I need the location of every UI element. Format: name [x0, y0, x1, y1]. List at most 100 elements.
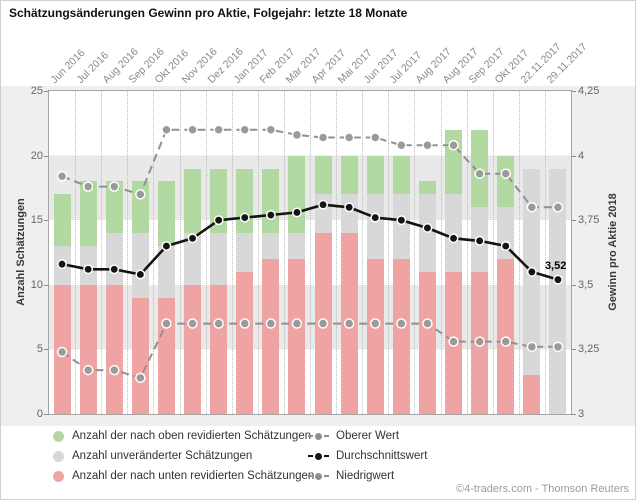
- point-durchschnittswert[interactable]: [448, 233, 459, 244]
- point-niedrigwert[interactable]: [370, 318, 381, 329]
- point-niedrigwert[interactable]: [500, 336, 511, 347]
- bar-segment-unchanged[interactable]: [549, 168, 567, 414]
- point-oberer-wert[interactable]: [291, 129, 303, 141]
- point-oberer-wert[interactable]: [82, 181, 94, 192]
- legend-item-unchanged[interactable]: Anzahl unveränderter Schätzungen: [53, 449, 252, 463]
- bar-segment-revised-up[interactable]: [184, 168, 202, 234]
- point-oberer-wert[interactable]: [317, 132, 329, 143]
- point-niedrigwert[interactable]: [109, 364, 120, 376]
- point-niedrigwert[interactable]: [82, 364, 94, 376]
- bar-segment-unchanged[interactable]: [105, 233, 123, 285]
- bar-segment-unchanged[interactable]: [210, 233, 228, 285]
- bar-segment-revised-up[interactable]: [497, 155, 515, 208]
- legend-item-durchschnittswert[interactable]: Durchschnittswert: [307, 449, 427, 463]
- bar-segment-unchanged[interactable]: [392, 194, 410, 259]
- legend-item-revised-down[interactable]: Anzahl der nach unten revidierten Schätz…: [53, 469, 314, 483]
- bar-segment-revised-down[interactable]: [131, 297, 149, 414]
- bar-segment-revised-up[interactable]: [340, 155, 358, 195]
- point-oberer-wert[interactable]: [396, 140, 407, 151]
- bar-segment-unchanged[interactable]: [366, 194, 384, 259]
- point-durchschnittswert[interactable]: [318, 199, 328, 210]
- bar-segment-unchanged[interactable]: [157, 246, 175, 298]
- bar-segment-unchanged[interactable]: [418, 194, 436, 272]
- bar-segment-revised-up[interactable]: [157, 181, 175, 247]
- point-durchschnittswert[interactable]: [265, 210, 276, 220]
- point-durchschnittswert[interactable]: [213, 215, 224, 226]
- point-durchschnittswert[interactable]: [370, 212, 381, 223]
- point-durchschnittswert[interactable]: [83, 264, 94, 275]
- point-durchschnittswert[interactable]: [109, 264, 120, 275]
- bar-segment-unchanged[interactable]: [236, 233, 254, 272]
- point-niedrigwert[interactable]: [317, 318, 329, 329]
- bar-segment-revised-down[interactable]: [184, 284, 202, 414]
- point-oberer-wert[interactable]: [500, 168, 511, 179]
- bar-segment-revised-up[interactable]: [314, 155, 332, 195]
- point-durchschnittswert[interactable]: [553, 274, 563, 285]
- point-oberer-wert[interactable]: [213, 124, 224, 136]
- point-niedrigwert[interactable]: [396, 318, 407, 329]
- point-niedrigwert[interactable]: [239, 318, 250, 329]
- point-durchschnittswert[interactable]: [396, 215, 407, 226]
- point-oberer-wert[interactable]: [552, 202, 564, 213]
- bar-segment-revised-down[interactable]: [210, 284, 228, 414]
- point-niedrigwert[interactable]: [448, 336, 459, 347]
- point-niedrigwert[interactable]: [526, 341, 538, 353]
- point-niedrigwert[interactable]: [552, 341, 564, 353]
- bar-segment-revised-down[interactable]: [523, 375, 541, 414]
- bar-segment-unchanged[interactable]: [340, 194, 358, 234]
- point-niedrigwert[interactable]: [213, 318, 224, 329]
- bar-segment-unchanged[interactable]: [445, 194, 463, 272]
- point-oberer-wert[interactable]: [526, 202, 538, 213]
- point-durchschnittswert[interactable]: [57, 259, 67, 270]
- legend-item-oberer-wert[interactable]: Oberer Wert: [307, 429, 399, 443]
- point-niedrigwert[interactable]: [265, 318, 277, 329]
- bar-segment-revised-up[interactable]: [53, 194, 71, 247]
- bar-segment-revised-up[interactable]: [392, 155, 410, 195]
- legend-item-revised-up[interactable]: Anzahl der nach oben revidierten Schätzu…: [53, 429, 311, 443]
- bar-segment-unchanged[interactable]: [288, 233, 306, 259]
- point-durchschnittswert[interactable]: [526, 266, 537, 277]
- bar-segment-revised-down[interactable]: [262, 258, 280, 414]
- point-oberer-wert[interactable]: [422, 140, 433, 151]
- bar-segment-revised-up[interactable]: [210, 168, 228, 234]
- bar-segment-revised-down[interactable]: [157, 297, 175, 414]
- point-oberer-wert[interactable]: [239, 124, 250, 136]
- bar-segment-unchanged[interactable]: [262, 233, 280, 259]
- bar-segment-unchanged[interactable]: [184, 233, 202, 285]
- point-oberer-wert[interactable]: [265, 124, 277, 136]
- point-niedrigwert[interactable]: [56, 346, 68, 358]
- point-oberer-wert[interactable]: [474, 168, 485, 179]
- legend-item-niedrigwert[interactable]: Niedrigwert: [307, 469, 394, 483]
- point-oberer-wert[interactable]: [135, 189, 146, 200]
- point-niedrigwert[interactable]: [422, 318, 433, 329]
- bar-segment-revised-down[interactable]: [105, 284, 123, 414]
- point-niedrigwert[interactable]: [161, 318, 172, 329]
- point-durchschnittswert[interactable]: [135, 269, 146, 280]
- point-niedrigwert[interactable]: [474, 336, 485, 347]
- bar-segment-revised-down[interactable]: [288, 258, 306, 414]
- bar-segment-revised-down[interactable]: [366, 258, 384, 414]
- point-durchschnittswert[interactable]: [422, 223, 433, 233]
- bar-segment-revised-down[interactable]: [236, 271, 254, 414]
- bar-segment-revised-down[interactable]: [392, 258, 410, 414]
- bar-segment-revised-down[interactable]: [418, 271, 436, 414]
- point-niedrigwert[interactable]: [343, 318, 355, 329]
- point-niedrigwert[interactable]: [291, 318, 303, 329]
- point-oberer-wert[interactable]: [448, 140, 459, 151]
- point-durchschnittswert[interactable]: [500, 241, 511, 251]
- point-durchschnittswert[interactable]: [292, 207, 302, 218]
- bar-segment-revised-up[interactable]: [105, 181, 123, 234]
- point-durchschnittswert[interactable]: [161, 241, 172, 251]
- bar-segment-revised-up[interactable]: [366, 155, 384, 195]
- point-durchschnittswert[interactable]: [474, 235, 485, 246]
- point-oberer-wert[interactable]: [56, 171, 68, 182]
- point-oberer-wert[interactable]: [370, 132, 381, 143]
- point-durchschnittswert[interactable]: [344, 202, 355, 213]
- point-durchschnittswert[interactable]: [239, 212, 250, 223]
- point-niedrigwert[interactable]: [187, 318, 198, 329]
- bar-segment-revised-up[interactable]: [79, 181, 97, 247]
- point-oberer-wert[interactable]: [187, 124, 198, 136]
- point-oberer-wert[interactable]: [109, 181, 120, 192]
- bar-segment-unchanged[interactable]: [131, 233, 149, 298]
- point-oberer-wert[interactable]: [343, 132, 355, 143]
